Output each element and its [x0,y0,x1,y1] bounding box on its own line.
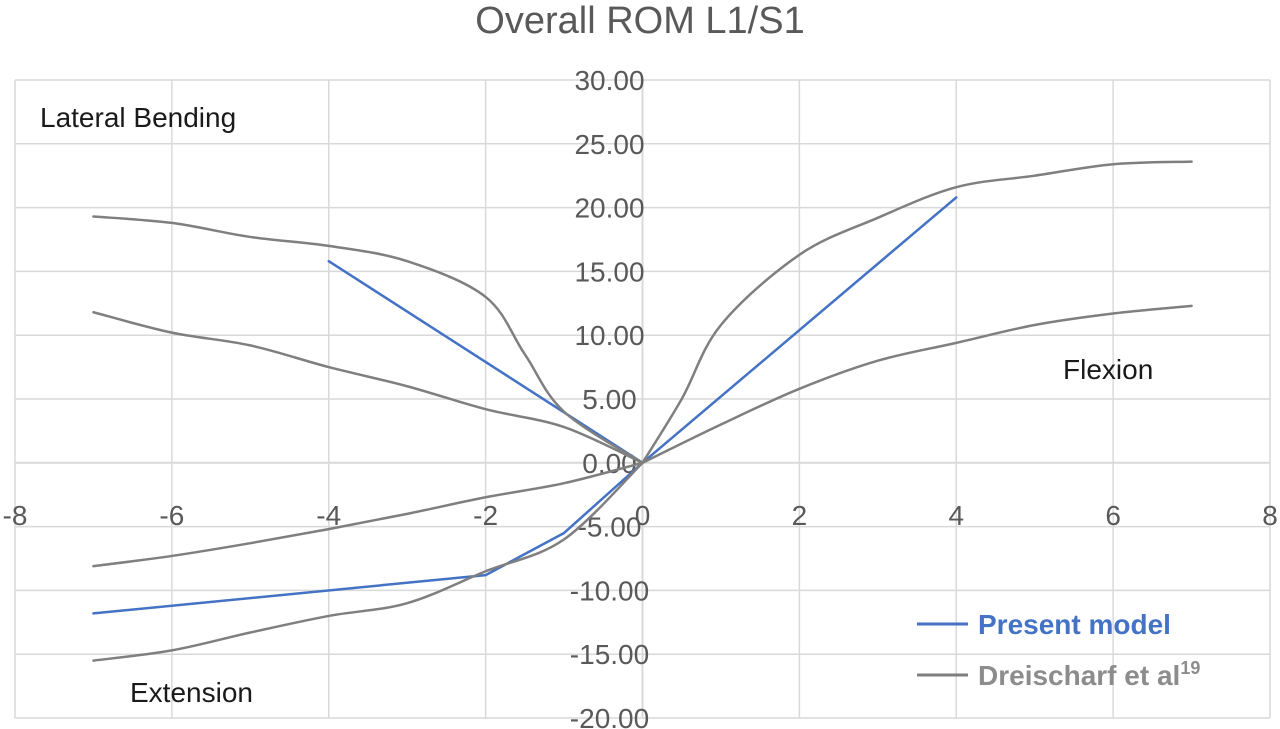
series-line-dreischarf [92,310,644,465]
x-tick-label: 8 [1262,500,1278,531]
x-tick-label: -8 [3,500,28,531]
y-tick-label: 25.00 [574,129,644,160]
chart-title: Overall ROM L1/S1 [475,0,804,42]
legend-ref-label: Dreischarf et al19 [978,658,1200,691]
x-tick-label: -2 [473,500,498,531]
series [92,160,1193,662]
annotation-lateral-bending: Lateral Bending [40,102,236,133]
x-tick-label: 2 [792,500,808,531]
legend-model-label: Present model [978,609,1171,640]
y-tick-label: -5.00 [578,512,642,543]
x-tick-label: 4 [948,500,964,531]
x-tick-label: 6 [1105,500,1121,531]
series-line-dreischarf [641,304,1193,465]
annotation-flexion: Flexion [1063,354,1153,385]
y-tick-label: 15.00 [574,256,644,287]
series-line-dreischarf [92,215,644,465]
y-tick-label: -10.00 [570,575,649,606]
series-line-present-model [92,461,644,615]
y-tick-label: 30.00 [574,65,644,96]
y-tick-label: 10.00 [574,320,644,351]
legend-ref-superscript: 19 [1180,658,1200,678]
series-line-dreischarf [92,461,644,568]
series-line-dreischarf [641,160,1193,465]
y-tick-label: 5.00 [582,384,637,415]
x-tick-label: -4 [316,500,341,531]
legend: Present model Dreischarf et al19 [917,609,1200,691]
tick-labels: -20.00-15.00-10.00-5.000.005.0010.0015.0… [3,65,1278,729]
y-tick-label: -15.00 [570,639,649,670]
annotation-extension: Extension [130,677,253,708]
y-tick-label: 20.00 [574,193,644,224]
series-line-dreischarf [92,461,644,662]
x-tick-label: -6 [159,500,184,531]
legend-ref-text: Dreischarf et al [978,660,1180,691]
y-tick-label: -20.00 [570,703,649,729]
x-tick-label: 0 [635,500,651,531]
